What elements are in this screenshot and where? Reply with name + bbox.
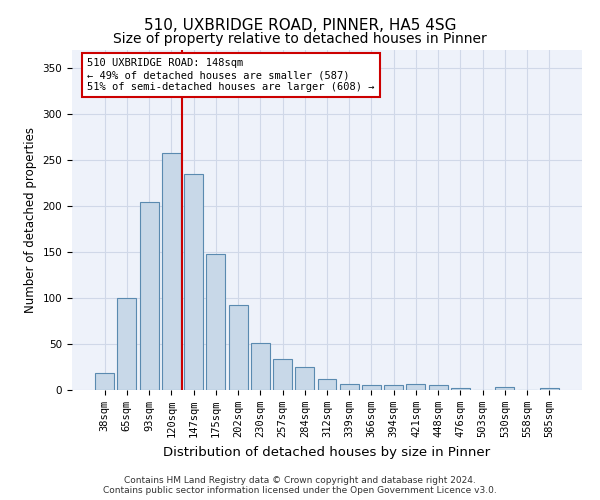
Bar [95,374,114,390]
Bar [406,384,425,390]
Bar [295,367,314,390]
Text: Size of property relative to detached houses in Pinner: Size of property relative to detached ho… [113,32,487,46]
Bar [229,304,248,390]
X-axis label: Distribution of detached houses by size in Pinner: Distribution of detached houses by size … [163,446,491,458]
Text: 510, UXBRIDGE ROAD, PINNER, HA5 4SG: 510, UXBRIDGE ROAD, PINNER, HA5 4SG [144,18,456,32]
Y-axis label: Number of detached properties: Number of detached properties [24,127,37,313]
Bar [206,254,225,390]
Text: Contains HM Land Registry data © Crown copyright and database right 2024.
Contai: Contains HM Land Registry data © Crown c… [103,476,497,495]
Bar [362,386,381,390]
Text: 510 UXBRIDGE ROAD: 148sqm
← 49% of detached houses are smaller (587)
51% of semi: 510 UXBRIDGE ROAD: 148sqm ← 49% of detac… [88,58,375,92]
Bar [429,386,448,390]
Bar [118,298,136,390]
Bar [251,343,270,390]
Bar [496,387,514,390]
Bar [451,388,470,390]
Bar [162,153,181,390]
Bar [317,379,337,390]
Bar [273,359,292,390]
Bar [340,384,359,390]
Bar [184,174,203,390]
Bar [140,202,158,390]
Bar [540,388,559,390]
Bar [384,386,403,390]
